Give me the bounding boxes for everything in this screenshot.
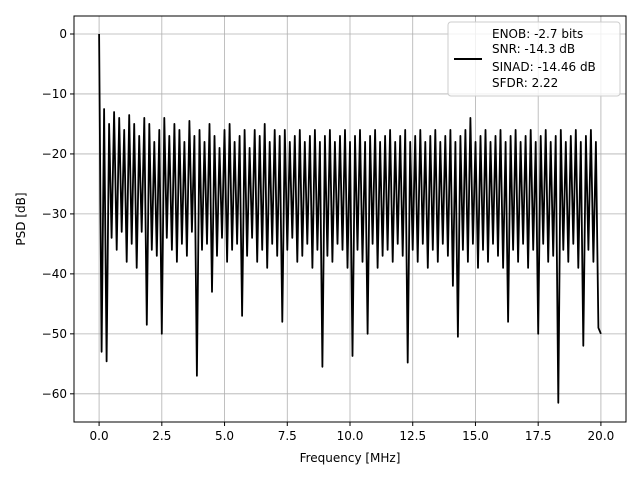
x-tick-label: 12.5 — [399, 429, 426, 443]
x-tick-label: 10.0 — [337, 429, 364, 443]
x-tick-label: 2.5 — [152, 429, 171, 443]
y-tick-label: −50 — [42, 327, 67, 341]
series-psd — [98, 33, 602, 404]
legend-sfdr: SFDR: 2.22 — [492, 76, 558, 90]
y-tick-label: −40 — [42, 267, 67, 281]
x-tick-label: 17.5 — [525, 429, 552, 443]
legend-sinad: SINAD: -14.46 dB — [492, 60, 596, 74]
x-tick-label: 15.0 — [462, 429, 489, 443]
x-tick-label: 5.0 — [215, 429, 234, 443]
y-tick-label: −20 — [42, 147, 67, 161]
x-tick-label: 20.0 — [588, 429, 615, 443]
psd-line — [98, 33, 602, 404]
y-tick-label: −60 — [42, 387, 67, 401]
y-tick-label: 0 — [59, 27, 67, 41]
legend-box — [447, 21, 621, 97]
x-tick-label: 0.0 — [90, 429, 109, 443]
y-axis-label: PSD [dB] — [14, 192, 28, 245]
x-axis-label: Frequency [MHz] — [300, 451, 401, 465]
y-tick-label: −10 — [42, 87, 67, 101]
ticks: 0.0 2.5 5.0 7.5 10.0 12.5 15.0 17.5 20.0 0 −10 −20 −… — [42, 27, 615, 443]
y-tick-label: −30 — [42, 207, 67, 221]
legend-snr: SNR: -14.3 dB — [492, 42, 575, 56]
x-tick-label: 7.5 — [278, 429, 297, 443]
legend-enob: ENOB: -2.7 bits — [492, 27, 583, 41]
legend: ENOB: -2.7 bits SNR: -14.3 dB SINAD: -14… — [447, 21, 621, 97]
